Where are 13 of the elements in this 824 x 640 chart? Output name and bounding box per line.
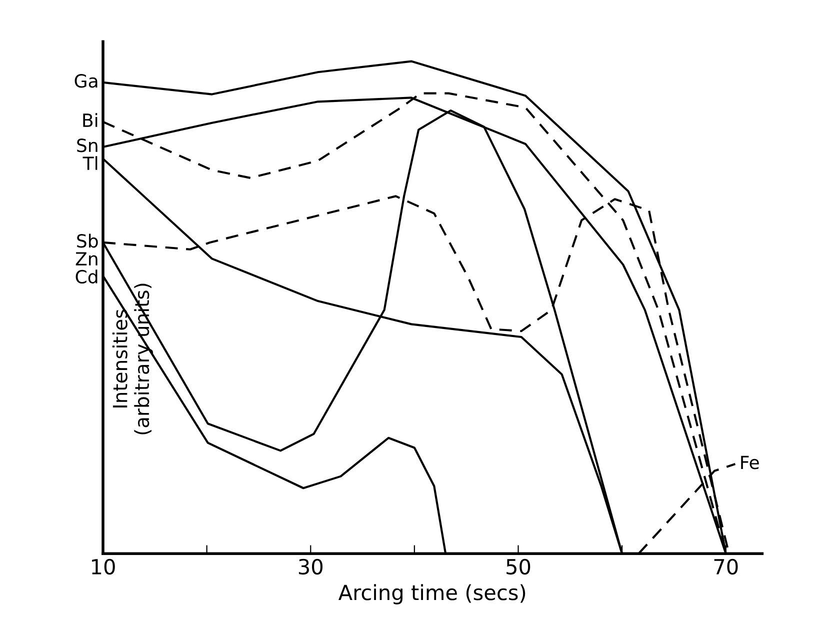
series-label: Ga [74,74,98,88]
x-tick-label: 50 [506,558,530,575]
series-label: Sb [77,234,98,248]
series-label: Fe [741,456,759,470]
series-label: Sn [77,138,98,152]
x-tick-label: 70 [714,558,738,575]
series-label: Cd [76,270,98,284]
series-label: Zn [76,252,98,266]
series-label: Tl [82,156,98,170]
series-label: Bi [83,113,98,127]
x-tick-label: 10 [92,558,115,575]
x-tick-label: 30 [298,558,322,575]
x-axis-title: Arcing time (secs) [338,584,526,604]
